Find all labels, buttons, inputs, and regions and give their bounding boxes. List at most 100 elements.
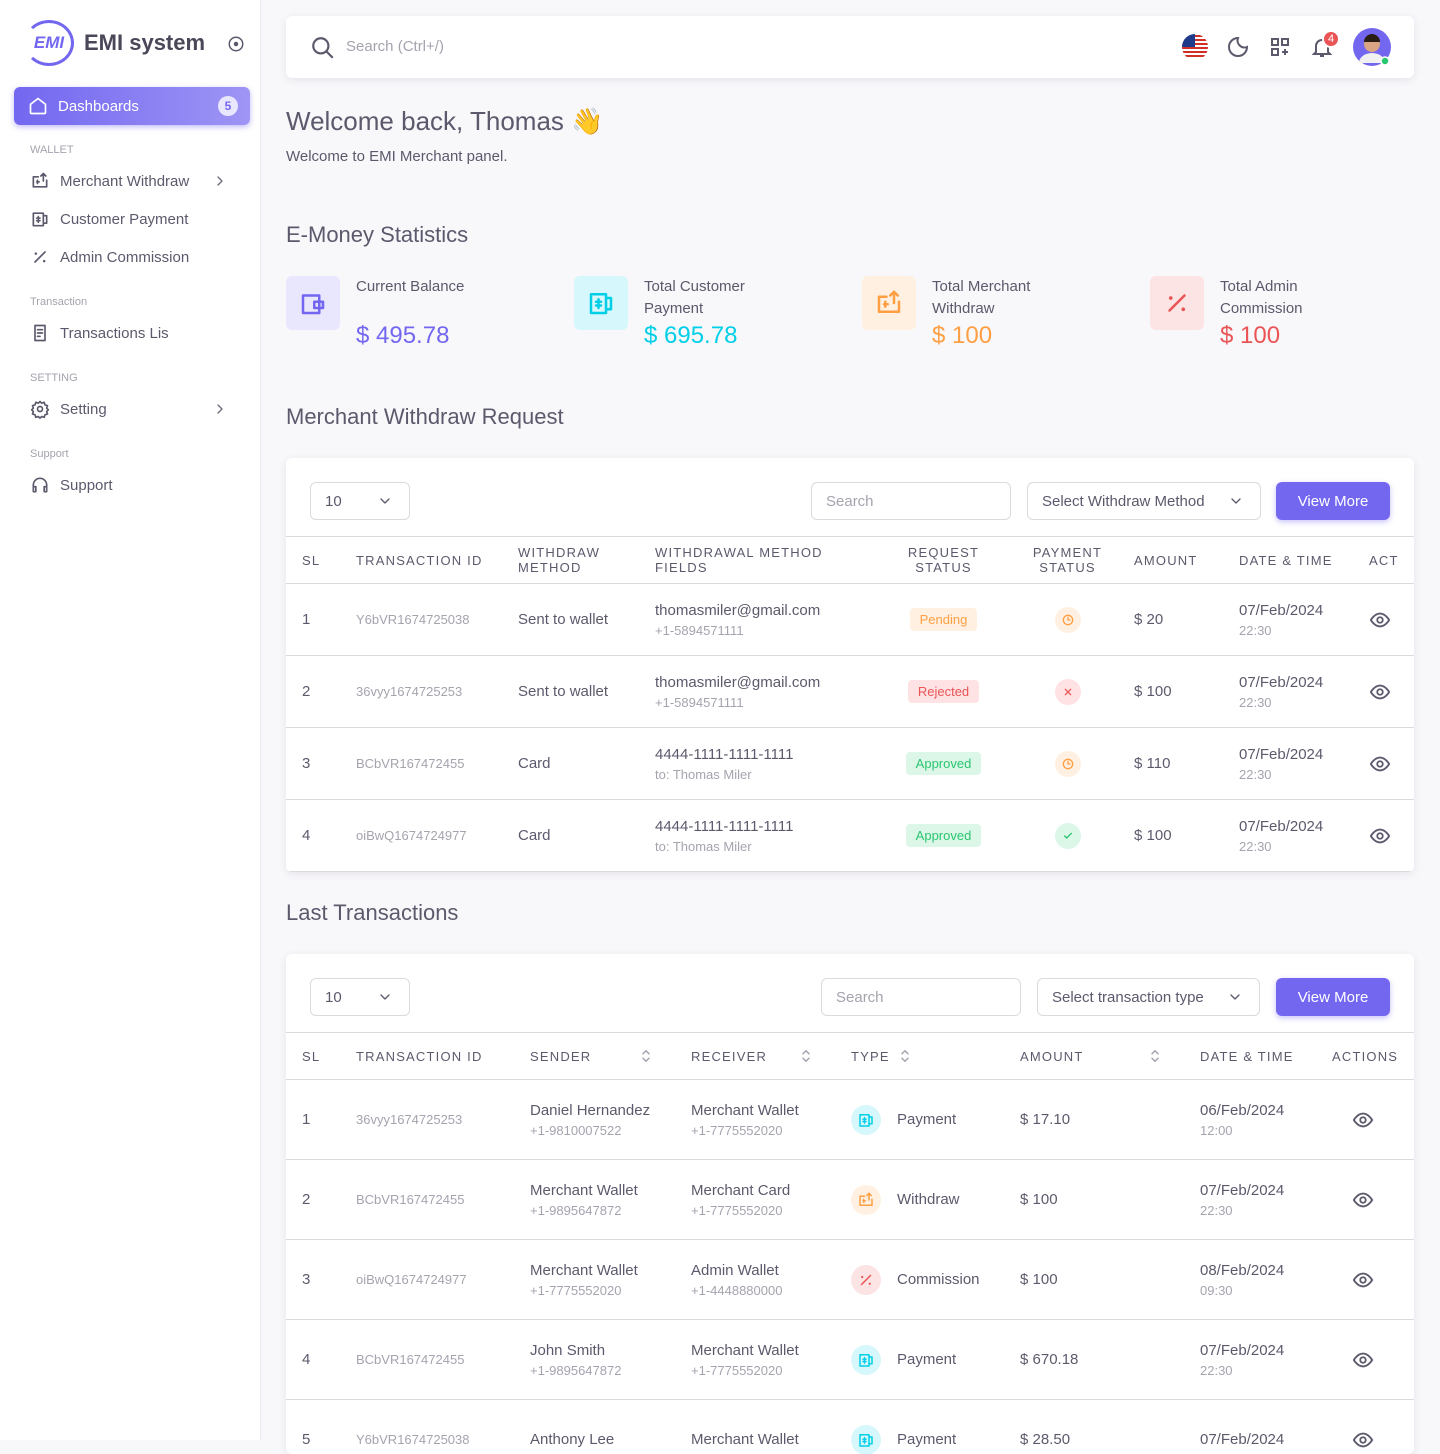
transaction-id: Y6bVR1674725038 bbox=[356, 612, 518, 627]
view-button[interactable] bbox=[1369, 609, 1391, 631]
filter-select[interactable]: Select Withdraw Method bbox=[1027, 482, 1261, 520]
date: 07/Feb/2024 bbox=[1200, 1342, 1332, 1359]
nav-icon bbox=[30, 209, 50, 229]
table-search[interactable]: Search bbox=[821, 978, 1021, 1016]
transaction-id: BCbVR167472455 bbox=[356, 1192, 530, 1207]
request-status-cell: Pending bbox=[886, 608, 1001, 631]
date: 07/Feb/2024 bbox=[1239, 674, 1369, 691]
time: 22:30 bbox=[1239, 839, 1369, 854]
view-button[interactable] bbox=[1352, 1349, 1374, 1371]
icon-part bbox=[303, 296, 323, 314]
column-header-cell: DATE & TIME bbox=[1200, 1049, 1332, 1064]
view-button[interactable] bbox=[1352, 1189, 1374, 1211]
nav-item[interactable]: Admin Commission bbox=[0, 238, 260, 276]
actions bbox=[1369, 825, 1414, 847]
field-sub: +1-5894571111 bbox=[655, 623, 886, 638]
stat-label: Current Balance bbox=[356, 276, 496, 298]
nav-icon bbox=[30, 171, 50, 191]
icon-part bbox=[31, 99, 46, 114]
view-more-button[interactable]: View More bbox=[1276, 978, 1390, 1016]
sort-icon bbox=[637, 1047, 655, 1065]
transaction-id: BCbVR167472455 bbox=[356, 756, 518, 771]
flag[interactable] bbox=[1182, 34, 1208, 60]
shortcuts[interactable] bbox=[1268, 35, 1292, 59]
date: 07/Feb/2024 bbox=[1239, 746, 1369, 763]
column-header: REQUEST STATUS bbox=[886, 545, 1001, 575]
nav-dashboards[interactable]: Dashboards 5 bbox=[14, 87, 250, 125]
icon-part bbox=[218, 177, 222, 185]
icon-part bbox=[218, 405, 222, 413]
view-more-button[interactable]: View More bbox=[1276, 482, 1390, 520]
type-icon bbox=[851, 1185, 881, 1215]
stat-value: $ 100 bbox=[1220, 322, 1280, 350]
amount: $ 110 bbox=[1134, 755, 1239, 772]
icon-part bbox=[1065, 689, 1070, 694]
view-button[interactable] bbox=[1352, 1269, 1374, 1291]
filter-select[interactable]: Select transaction type bbox=[1037, 978, 1260, 1016]
column-header: DATE & TIME bbox=[1200, 1049, 1294, 1064]
page-size-select[interactable]: 10 bbox=[310, 482, 410, 520]
nav-label: Setting bbox=[60, 401, 107, 418]
filter-label: Select transaction type bbox=[1052, 989, 1204, 1006]
nav-item[interactable]: Merchant Withdraw bbox=[0, 162, 260, 200]
status-icon bbox=[1060, 684, 1076, 700]
sort-icon bbox=[896, 1047, 914, 1065]
search-input[interactable]: Search (Ctrl+/) bbox=[346, 38, 444, 55]
type-cell: Withdraw bbox=[851, 1185, 1020, 1215]
nav-item[interactable]: Support bbox=[0, 466, 260, 504]
type: Payment bbox=[897, 1351, 956, 1368]
nav-badge: 5 bbox=[218, 96, 238, 116]
nav-label: Merchant Withdraw bbox=[60, 173, 189, 190]
request-status: Pending bbox=[910, 608, 978, 631]
transaction-id: 36vyy1674725253 bbox=[356, 1112, 530, 1127]
sender: Daniel Hernandez+1-9810007522 bbox=[530, 1102, 691, 1138]
avatar[interactable] bbox=[1352, 27, 1392, 67]
toggle-dot bbox=[234, 42, 239, 47]
withdraw-method: Card bbox=[518, 827, 655, 844]
page-size-select[interactable]: 10 bbox=[310, 978, 410, 1016]
welcome-subtitle: Welcome to EMI Merchant panel. bbox=[286, 148, 507, 165]
type-cell: Payment bbox=[851, 1345, 1020, 1375]
stat-label: Total Merchant Withdraw bbox=[932, 276, 1072, 320]
icon-part bbox=[1272, 39, 1288, 55]
collapse-toggle[interactable] bbox=[227, 35, 245, 53]
withdraw-title: Merchant Withdraw Request bbox=[286, 404, 564, 430]
nav-item[interactable]: Transactions Lis bbox=[0, 314, 260, 352]
receiver: Merchant Wallet+1-7775552020 bbox=[691, 1342, 851, 1378]
icon-part bbox=[35, 326, 45, 341]
theme-toggle[interactable] bbox=[1226, 35, 1250, 59]
stat-label: Total Admin Commission bbox=[1220, 276, 1360, 320]
nav-item[interactable]: Customer Payment bbox=[0, 200, 260, 238]
view-button[interactable] bbox=[1369, 825, 1391, 847]
icon-part bbox=[879, 292, 899, 312]
field-sub: +1-5894571111 bbox=[655, 695, 886, 710]
view-button[interactable] bbox=[1369, 753, 1391, 775]
sender-phone: +1-7775552020 bbox=[530, 1283, 691, 1298]
sl: 4 bbox=[302, 827, 356, 844]
stat-card: Total Admin Commission$ 100 bbox=[1150, 276, 1430, 356]
sl: 2 bbox=[302, 1191, 356, 1208]
amount: $ 100 bbox=[1134, 827, 1239, 844]
payment-status-cell bbox=[1001, 751, 1134, 777]
sender-phone: +1-9895647872 bbox=[530, 1363, 691, 1378]
view-button[interactable] bbox=[1369, 681, 1391, 703]
request-status-cell: Rejected bbox=[886, 680, 1001, 703]
sl: 4 bbox=[302, 1351, 356, 1368]
nav-icon bbox=[30, 323, 50, 343]
table-search[interactable]: Search bbox=[811, 482, 1011, 520]
icon-part bbox=[1170, 296, 1185, 311]
view-button[interactable] bbox=[1352, 1109, 1374, 1131]
status-icon bbox=[1060, 828, 1076, 844]
status-icon bbox=[1060, 612, 1076, 628]
sender-name: Merchant Wallet bbox=[530, 1262, 691, 1279]
column-header: DATE & TIME bbox=[1239, 553, 1369, 568]
payment-status-cell bbox=[1001, 823, 1134, 849]
actions bbox=[1332, 1109, 1414, 1131]
nav-item[interactable]: Setting bbox=[0, 390, 260, 428]
stat-value: $ 495.78 bbox=[356, 322, 449, 350]
